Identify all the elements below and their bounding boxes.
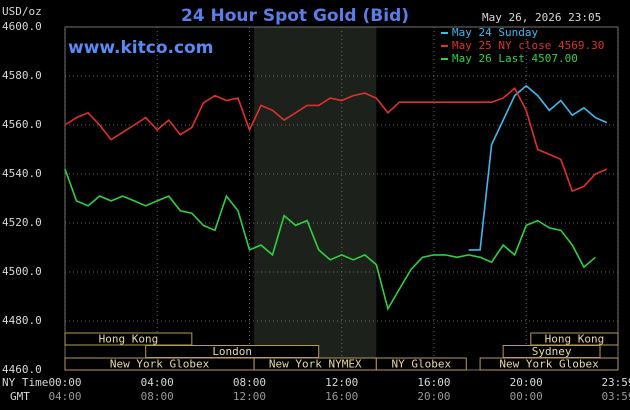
row-label: GMT bbox=[10, 390, 30, 403]
session-label: Hong Kong bbox=[99, 333, 159, 346]
session-label: London bbox=[212, 345, 252, 358]
legend-label: May 26 Last 4507.00 bbox=[452, 52, 578, 65]
session-label: New York NYMEX bbox=[269, 358, 362, 371]
y-tick-label: 4600.0 bbox=[2, 20, 42, 33]
session-label: NY Globex bbox=[391, 358, 451, 371]
y-tick-label: 4500.0 bbox=[2, 265, 42, 278]
series-line bbox=[468, 84, 608, 251]
x2-tick-label: 16:00 bbox=[325, 390, 358, 403]
session-label: New York Globex bbox=[110, 358, 210, 371]
session-bar bbox=[479, 357, 619, 371]
session-label: Sydney bbox=[532, 345, 572, 358]
timestamp: May 26, 2026 23:05 bbox=[482, 11, 601, 24]
series-line bbox=[64, 168, 596, 311]
session-bar bbox=[64, 332, 193, 346]
x2-tick-label: 00:00 bbox=[510, 390, 543, 403]
x-tick-label: 16:00 bbox=[417, 376, 450, 389]
y-tick-label: 4460.0 bbox=[2, 363, 42, 376]
legend-label: May 24 Sunday bbox=[452, 26, 538, 39]
series-line bbox=[64, 87, 608, 193]
y-tick-label: 4580.0 bbox=[2, 69, 42, 82]
x-tick-label: 12:00 bbox=[325, 376, 358, 389]
x2-tick-label: 20:00 bbox=[417, 390, 450, 403]
y-tick-label: 4520.0 bbox=[2, 216, 42, 229]
y-tick-label: 4560.0 bbox=[2, 118, 42, 131]
session-bar bbox=[375, 357, 467, 371]
y-tick-label: 4540.0 bbox=[2, 167, 42, 180]
x2-tick-label: 12:00 bbox=[233, 390, 266, 403]
row-label: NY Time bbox=[2, 376, 48, 389]
legend-label: May 25 NY close 4569.30 bbox=[452, 39, 604, 52]
y-axis-label: USD/oz bbox=[2, 5, 42, 18]
x-tick-label: 23:59 bbox=[601, 376, 630, 389]
x2-tick-label: 04:00 bbox=[48, 390, 81, 403]
x2-tick-label: 03:59 bbox=[601, 390, 630, 403]
chart-title: 24 Hour Spot Gold (Bid) bbox=[181, 6, 409, 26]
shaded-region bbox=[254, 27, 377, 370]
x2-tick-label: 08:00 bbox=[141, 390, 174, 403]
session-label: Hong Kong bbox=[545, 333, 605, 346]
y-tick-label: 4480.0 bbox=[2, 314, 42, 327]
source: www.kitco.com bbox=[68, 38, 213, 58]
x-tick-label: 00:00 bbox=[48, 376, 81, 389]
x-tick-label: 20:00 bbox=[510, 376, 543, 389]
x-tick-label: 04:00 bbox=[141, 376, 174, 389]
x-tick-label: 08:00 bbox=[233, 376, 266, 389]
session-label: New York Globex bbox=[499, 358, 599, 371]
